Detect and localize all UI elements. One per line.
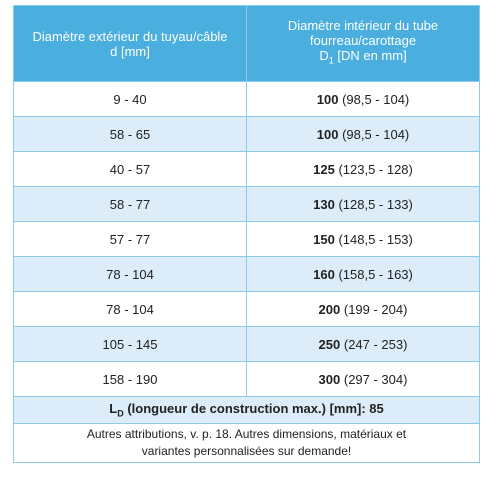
cell: 160 (158,5 - 163) xyxy=(246,256,480,292)
table-row: 58 - 65 100 (98,5 - 104) xyxy=(13,116,480,152)
table-row: 57 - 77 150 (148,5 - 153) xyxy=(13,221,480,257)
cell: 78 - 104 xyxy=(13,291,247,327)
table-row: 58 - 77 130 (128,5 - 133) xyxy=(13,186,480,222)
table-row: 158 - 190 300 (297 - 304) xyxy=(13,361,480,397)
length-cell: LD (longueur de construction max.) [mm]:… xyxy=(13,396,480,424)
cell: 200 (199 - 204) xyxy=(246,291,480,327)
outer-diameter: 105 - 145 xyxy=(102,336,158,352)
diameter-range: (247 - 253) xyxy=(343,336,408,352)
header-text: fourreau/carottage xyxy=(309,33,417,49)
nominal-diameter: 160 xyxy=(313,266,335,282)
header-text: Diamètre extérieur du tuyau/câble xyxy=(32,28,228,44)
table-row: 78 - 104 200 (199 - 204) xyxy=(13,291,480,327)
cell: 125 (123,5 - 128) xyxy=(246,151,480,187)
length-symbol: L xyxy=(109,401,118,417)
cell: 9 - 40 xyxy=(13,81,247,117)
cell: 100 (98,5 - 104) xyxy=(246,81,480,117)
table-row: 9 - 40 100 (98,5 - 104) xyxy=(13,81,480,117)
header-text: Diamètre intérieur du tube xyxy=(287,18,439,34)
diameter-range: (123,5 - 128) xyxy=(338,161,413,177)
cell: 105 - 145 xyxy=(13,326,247,362)
cell: 100 (98,5 - 104) xyxy=(246,116,480,152)
nominal-diameter: 100 xyxy=(316,126,339,142)
table-row: 105 - 145 250 (247 - 253) xyxy=(13,326,480,362)
nominal-diameter: 100 xyxy=(316,91,339,107)
cell: 58 - 77 xyxy=(13,186,247,222)
diameter-range: (297 - 304) xyxy=(343,371,408,387)
footnote-text: Autres attributions, v. p. 18. Autres di… xyxy=(86,427,407,441)
cell: 40 - 57 xyxy=(13,151,247,187)
diameter-range: (158,5 - 163) xyxy=(338,266,413,282)
nominal-diameter: 125 xyxy=(313,161,335,177)
outer-diameter: 40 - 57 xyxy=(109,161,151,177)
length-row: LD (longueur de construction max.) [mm]:… xyxy=(13,396,480,424)
nominal-diameter: 200 xyxy=(318,301,341,317)
table-body: 9 - 40 100 (98,5 - 104) 58 - 65 100 (98,5 -… xyxy=(13,81,480,397)
header-text: [DN en mm] xyxy=(337,48,407,64)
cell: 150 (148,5 - 153) xyxy=(246,221,480,257)
footnote-cell: Autres attributions, v. p. 18. Autres di… xyxy=(13,423,480,463)
footnote-text: variantes personnalisées sur demande! xyxy=(141,444,352,458)
outer-diameter: 9 - 40 xyxy=(113,91,147,107)
header-text: d [mm] xyxy=(110,43,150,59)
outer-diameter: 58 - 65 xyxy=(109,126,151,142)
length-subscript: D xyxy=(117,408,124,419)
nominal-diameter: 130 xyxy=(313,196,335,212)
cell: 300 (297 - 304) xyxy=(246,361,480,397)
outer-diameter: 57 - 77 xyxy=(109,231,151,247)
header-cell: Diamètre extérieur du tuyau/câble d [mm] xyxy=(13,5,247,82)
outer-diameter: 58 - 77 xyxy=(109,196,151,212)
cell: 57 - 77 xyxy=(13,221,247,257)
outer-diameter: 78 - 104 xyxy=(106,266,154,282)
table-row: 78 - 104 160 (158,5 - 163) xyxy=(13,256,480,292)
header-subscript: 1 xyxy=(328,55,334,66)
dimension-table: Diamètre extérieur du tuyau/câble d [mm]… xyxy=(13,5,480,463)
header-text: D xyxy=(319,48,329,64)
diameter-range: (98,5 - 104) xyxy=(342,91,410,107)
footnote-row: Autres attributions, v. p. 18. Autres di… xyxy=(13,423,480,463)
nominal-diameter: 250 xyxy=(318,336,341,352)
diameter-range: (98,5 - 104) xyxy=(342,126,410,142)
cell: 78 - 104 xyxy=(13,256,247,292)
cell: 58 - 65 xyxy=(13,116,247,152)
cell: 250 (247 - 253) xyxy=(246,326,480,362)
cell: 130 (128,5 - 133) xyxy=(246,186,480,222)
table-row: 40 - 57 125 (123,5 - 128) xyxy=(13,151,480,187)
nominal-diameter: 150 xyxy=(313,231,335,247)
diameter-range: (199 - 204) xyxy=(343,301,408,317)
length-text: (longueur de construction max.) [mm]: 85 xyxy=(127,401,384,417)
header-row: Diamètre extérieur du tuyau/câble d [mm]… xyxy=(13,5,480,82)
outer-diameter: 78 - 104 xyxy=(106,301,154,317)
header-cell: Diamètre intérieur du tube fourreau/caro… xyxy=(246,5,480,82)
diameter-range: (148,5 - 153) xyxy=(338,231,413,247)
cell: 158 - 190 xyxy=(13,361,247,397)
diameter-range: (128,5 - 133) xyxy=(338,196,413,212)
nominal-diameter: 300 xyxy=(318,371,341,387)
outer-diameter: 158 - 190 xyxy=(102,371,158,387)
